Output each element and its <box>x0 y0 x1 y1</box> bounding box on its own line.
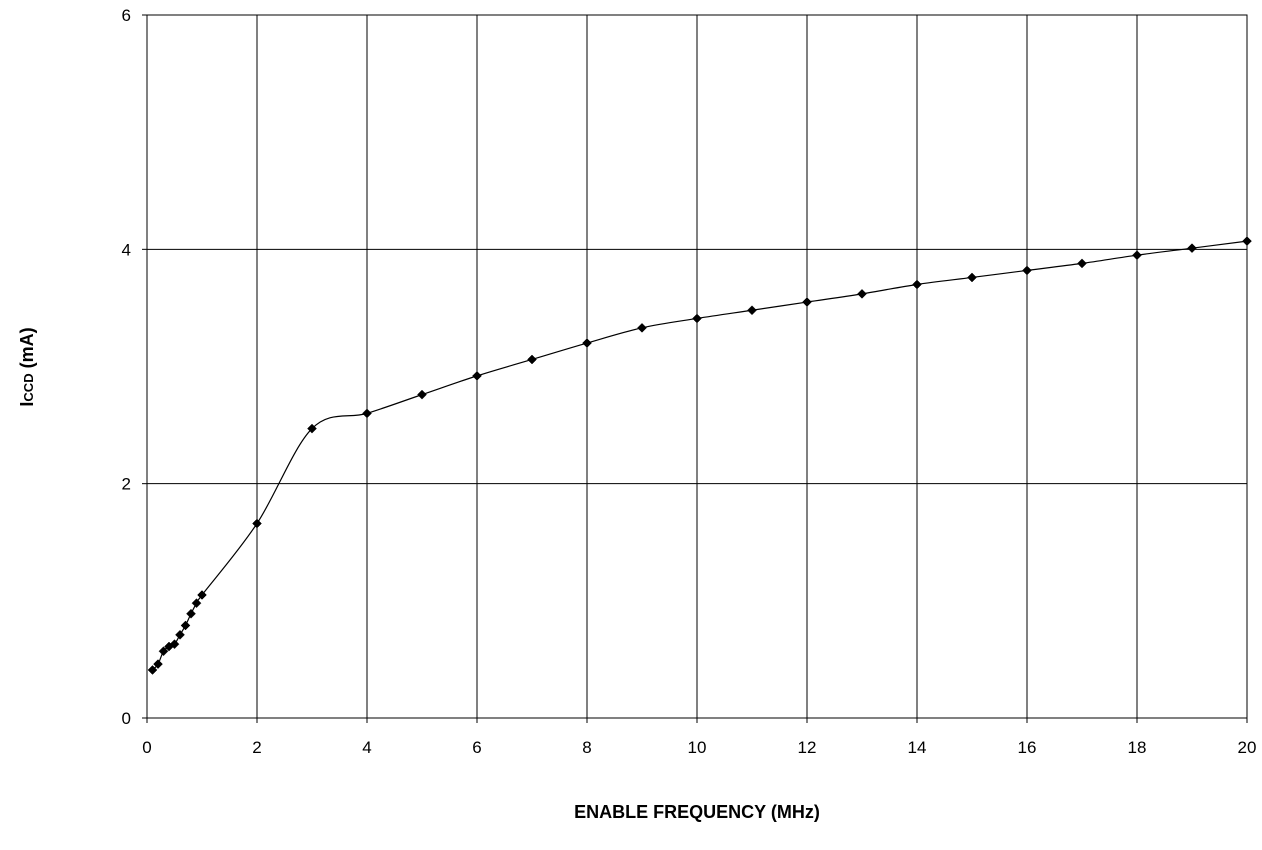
data-point-marker <box>147 665 158 675</box>
y-axis-label-subscript: CCD <box>21 373 36 401</box>
y-axis-label-unit: (mA) <box>17 327 37 373</box>
data-point-marker <box>186 608 196 619</box>
data-point-marker <box>1242 236 1252 246</box>
x-tick-label: 2 <box>252 738 261 757</box>
x-axis-label: ENABLE FREQUENCY (MHz) <box>574 802 820 822</box>
data-point-marker <box>912 279 922 290</box>
y-tick-label: 0 <box>122 709 131 728</box>
data-point-marker <box>1132 250 1142 261</box>
x-tick-label: 4 <box>362 738 371 757</box>
series-line <box>152 240 1248 671</box>
data-point-marker <box>1187 243 1197 254</box>
x-tick-label: 8 <box>582 738 591 757</box>
data-point-marker <box>802 297 812 307</box>
data-point-marker <box>967 272 977 283</box>
x-tick-label: 0 <box>142 738 151 757</box>
x-tick-label: 18 <box>1128 738 1147 757</box>
data-point-marker <box>1077 258 1087 269</box>
grid <box>147 15 1247 718</box>
y-tick-label: 6 <box>122 6 131 25</box>
data-point-marker <box>197 590 207 600</box>
series <box>147 236 1252 675</box>
data-point-marker <box>153 659 163 669</box>
x-tick-label: 20 <box>1238 738 1257 757</box>
data-point-marker <box>180 620 191 631</box>
x-tick-label: 14 <box>908 738 927 757</box>
data-point-marker <box>417 389 427 400</box>
data-point-marker <box>362 408 372 419</box>
data-point-marker <box>692 313 702 324</box>
data-point-marker <box>1022 265 1032 276</box>
data-point-marker <box>582 338 592 348</box>
data-point-marker <box>158 646 169 657</box>
data-point-marker <box>747 305 757 316</box>
data-point-marker <box>191 598 202 609</box>
data-point-marker <box>175 629 185 640</box>
x-tick-label: 16 <box>1018 738 1037 757</box>
data-point-marker <box>527 354 537 365</box>
y-axis-label-main: I <box>17 402 37 407</box>
data-point-marker <box>307 423 317 434</box>
tick-labels: 0 2 4 6 8 10 12 14 16 18 20 0 2 4 6 <box>122 6 1257 757</box>
x-tick-label: 12 <box>798 738 817 757</box>
data-point-marker <box>637 322 647 333</box>
y-axis-label: ICCD (mA) <box>17 327 37 406</box>
data-point-marker <box>472 371 482 381</box>
x-tick-label: 10 <box>688 738 707 757</box>
y-tick-label: 4 <box>122 240 131 259</box>
y-tick-label: 2 <box>122 475 131 494</box>
data-point-marker <box>169 639 180 650</box>
data-point-marker <box>252 518 262 529</box>
axes <box>142 14 1248 723</box>
x-tick-label: 6 <box>472 738 481 757</box>
data-point-marker <box>857 289 867 299</box>
